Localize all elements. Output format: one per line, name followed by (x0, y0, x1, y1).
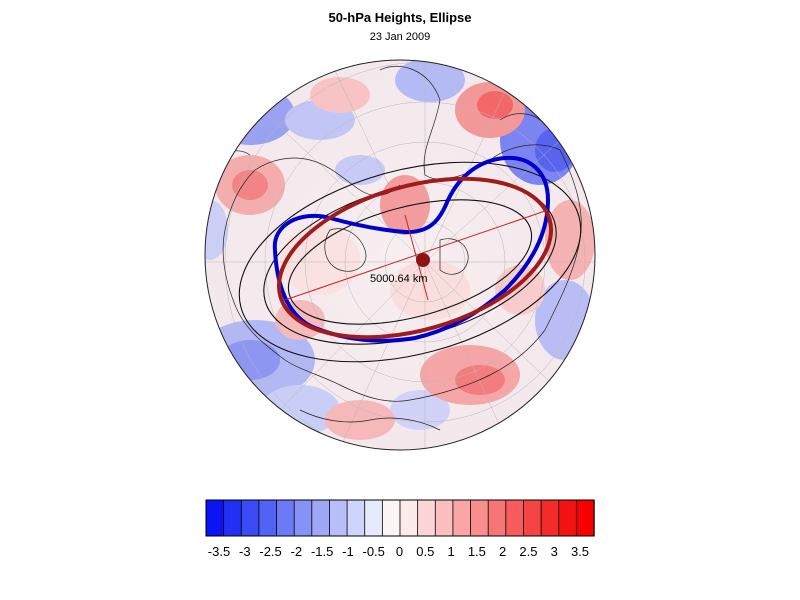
colorbar-tick-label: -1.5 (311, 544, 333, 559)
colorbar-swatch (311, 499, 331, 537)
anomaly-shading (205, 60, 595, 440)
colorbar-tick-label: -3.5 (208, 544, 230, 559)
colorbar-ticks: -3.5 -3 -2.5 -2 -1.5 -1 -0.5 0 0.5 1 1.5 2 2.5 3 3.5 (208, 544, 589, 559)
colorbar-tick-label: 3.5 (571, 544, 589, 559)
colorbar-swatch (523, 499, 542, 537)
colorbar-swatch (452, 499, 472, 537)
ellipse-centroid (416, 253, 430, 267)
colorbar-swatch (205, 499, 225, 537)
colorbar-tick-label: -2 (291, 544, 303, 559)
colorbar-tick-label: 2.5 (519, 544, 537, 559)
colorbar-tick-label: 0 (396, 544, 403, 559)
colorbar-swatch (470, 499, 489, 537)
colorbar (205, 499, 595, 537)
colorbar-swatch (434, 499, 454, 537)
colorbar-tick-label: -3 (239, 544, 251, 559)
distance-label: 5000.64 km (370, 273, 427, 285)
colorbar-swatch (258, 499, 278, 537)
colorbar-swatch (329, 499, 348, 537)
colorbar-swatch (487, 499, 507, 537)
map-title: 50-hPa Heights, Ellipse (328, 10, 471, 25)
colorbar-swatch (346, 499, 366, 537)
colorbar-swatch (364, 499, 384, 537)
colorbar-outline (205, 499, 595, 537)
colorbar-tick-label: -1 (342, 544, 354, 559)
map-subtitle: 23 Jan 2009 (370, 31, 431, 43)
colorbar-swatch (293, 499, 313, 537)
colorbar-swatch (399, 499, 419, 537)
colorbar-swatch (575, 499, 595, 537)
colorbar-tick-label: 1.5 (468, 544, 486, 559)
colorbar-swatch (276, 499, 295, 537)
colorbar-tick-label: -2.5 (259, 544, 281, 559)
colorbar-tick-label: 3 (551, 544, 558, 559)
colorbar-swatch (223, 499, 242, 537)
colorbar-tick-label: -0.5 (363, 544, 385, 559)
polar-map: 5000.64 km (204, 59, 596, 451)
globe-outline (204, 59, 596, 451)
colorbar-swatch (381, 499, 401, 537)
colorbar-swatch (558, 499, 578, 537)
fitted-ellipse (276, 176, 554, 340)
colorbar-swatch (505, 499, 525, 537)
colorbar-tick-label: 2 (499, 544, 506, 559)
colorbar-tick-label: 0.5 (416, 544, 434, 559)
colorbar-swatch (417, 499, 436, 537)
colorbar-swatch (540, 499, 560, 537)
colorbar-tick-label: 1 (447, 544, 454, 559)
colorbar-swatch (240, 499, 260, 537)
